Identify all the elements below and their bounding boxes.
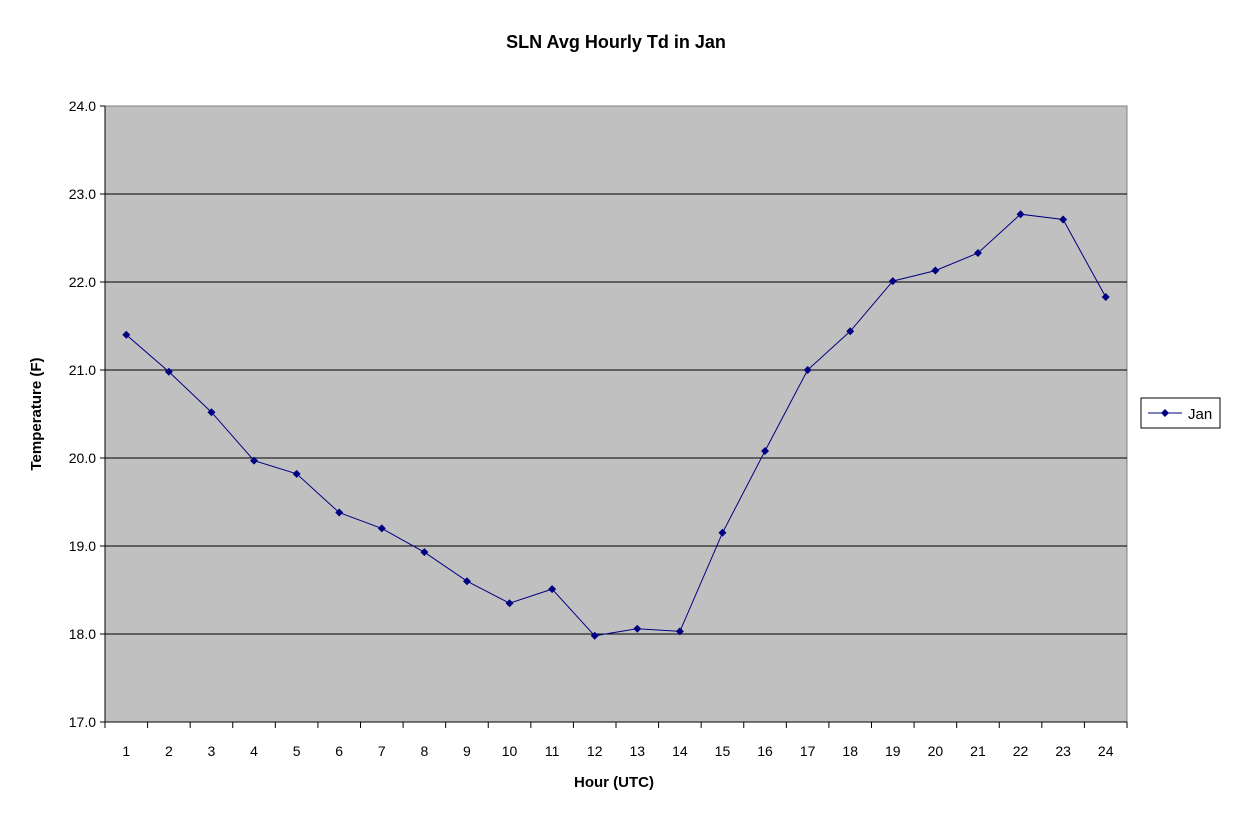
y-tick-label: 19.0 bbox=[69, 538, 96, 554]
data-point bbox=[803, 366, 812, 374]
x-tick-label: 19 bbox=[885, 743, 901, 759]
data-point bbox=[292, 469, 301, 478]
y-axis-title: Temperature (F) bbox=[28, 357, 45, 470]
data-point bbox=[122, 330, 131, 339]
data-point bbox=[505, 599, 514, 608]
data-point bbox=[718, 528, 727, 537]
data-point bbox=[633, 624, 642, 633]
data-point bbox=[462, 577, 471, 586]
data-point bbox=[888, 277, 897, 286]
x-tick-label: 21 bbox=[970, 743, 986, 759]
data-point bbox=[377, 524, 386, 533]
legend: Jan bbox=[1140, 397, 1221, 429]
data-point bbox=[548, 585, 557, 594]
data-point bbox=[931, 266, 940, 275]
x-tick-label: 18 bbox=[842, 743, 858, 759]
data-point bbox=[207, 408, 216, 417]
legend-marker-icon bbox=[1161, 409, 1169, 417]
x-tick-label: 7 bbox=[378, 743, 386, 759]
x-tick-label: 5 bbox=[293, 743, 301, 759]
gridlines bbox=[105, 193, 1127, 635]
y-tick-label: 21.0 bbox=[69, 362, 96, 378]
y-tick-label: 22.0 bbox=[69, 274, 96, 290]
x-tick-label: 1 bbox=[122, 743, 130, 759]
series-layer bbox=[122, 210, 1110, 640]
x-tick-label: 17 bbox=[800, 743, 816, 759]
data-point bbox=[1016, 210, 1025, 219]
data-point bbox=[1059, 215, 1068, 224]
x-tick-label: 15 bbox=[715, 743, 731, 759]
x-tick-label: 13 bbox=[630, 743, 646, 759]
data-point bbox=[164, 367, 173, 376]
data-point bbox=[675, 627, 684, 636]
x-tick-label: 4 bbox=[250, 743, 258, 759]
series-line-jan bbox=[125, 213, 1107, 637]
x-tick-label: 10 bbox=[502, 743, 518, 759]
data-point bbox=[335, 508, 344, 517]
x-axis-title: Hour (UTC) bbox=[574, 774, 654, 791]
data-point bbox=[590, 631, 599, 640]
x-tick-label: 16 bbox=[757, 743, 773, 759]
x-tick-label: 3 bbox=[208, 743, 216, 759]
x-tick-label: 14 bbox=[672, 743, 688, 759]
x-tick-label: 2 bbox=[165, 743, 173, 759]
y-tick-label: 24.0 bbox=[69, 98, 96, 114]
x-tick-label: 20 bbox=[928, 743, 944, 759]
y-tick-label: 23.0 bbox=[69, 186, 96, 202]
x-tick-label: 8 bbox=[420, 743, 428, 759]
data-point bbox=[250, 456, 259, 465]
y-tick-label: 17.0 bbox=[69, 714, 96, 730]
x-tick-label: 24 bbox=[1098, 743, 1114, 759]
y-tick-label: 20.0 bbox=[69, 450, 96, 466]
legend-label: Jan bbox=[1188, 406, 1212, 423]
x-tick-label: 6 bbox=[335, 743, 343, 759]
x-axis-ticks: 1 2 3 4 5 6 7 8 9 10 11 12 13 14 15 16 17 18 19 20 21 22 23 24 bbox=[104, 722, 1128, 759]
data-point bbox=[761, 446, 770, 455]
data-point bbox=[420, 548, 429, 557]
chart-title: SLN Avg Hourly Td in Jan bbox=[506, 32, 726, 52]
data-point bbox=[1101, 292, 1110, 301]
x-tick-label: 12 bbox=[587, 743, 603, 759]
plot-area bbox=[104, 105, 1128, 723]
data-point bbox=[846, 327, 855, 336]
x-tick-label: 11 bbox=[545, 743, 560, 759]
y-axis-ticks: 17.0 18.0 19.0 20.0 21.0 22.0 23.0 24.0 bbox=[69, 98, 105, 730]
x-tick-label: 22 bbox=[1013, 743, 1029, 759]
x-tick-label: 23 bbox=[1055, 743, 1071, 759]
data-point bbox=[973, 248, 982, 257]
x-tick-label: 9 bbox=[463, 743, 471, 759]
y-tick-label: 18.0 bbox=[69, 626, 96, 642]
